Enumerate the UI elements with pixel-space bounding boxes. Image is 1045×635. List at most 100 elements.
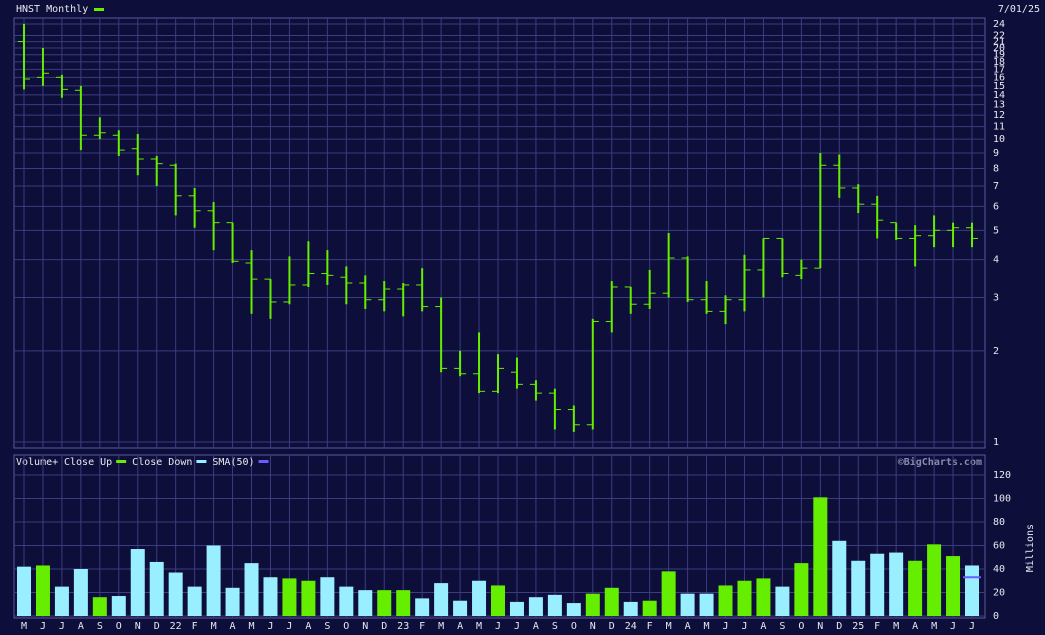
- x-tick-label: A: [78, 621, 84, 632]
- x-tick-label: M: [704, 621, 710, 632]
- x-tick-label: D: [836, 621, 842, 632]
- volume-bar: [130, 549, 145, 616]
- legend-swatch: [196, 460, 207, 463]
- volume-bar: [813, 497, 828, 616]
- x-tick-label: M: [666, 621, 672, 632]
- volume-bar: [396, 590, 411, 616]
- volume-bar: [737, 580, 752, 616]
- volume-bar: [320, 577, 335, 616]
- x-tick-label: N: [817, 621, 823, 632]
- x-tick-label: S: [779, 621, 785, 632]
- x-tick-label: D: [381, 621, 387, 632]
- volume-bar: [623, 601, 638, 616]
- volume-bar: [263, 577, 278, 616]
- volume-bar: [585, 593, 600, 616]
- volume-bar: [832, 540, 847, 616]
- volume-bar: [661, 571, 676, 616]
- price-panel: [13, 17, 986, 449]
- date-label: 7/01/25: [998, 4, 1040, 15]
- volume-bar: [453, 600, 468, 616]
- volume-bar: [642, 600, 657, 616]
- y-tick-label: 9: [993, 148, 999, 159]
- y-tick-label: 100: [993, 494, 1011, 505]
- x-tick-label: J: [40, 621, 46, 632]
- y-tick-label: 13: [993, 100, 1005, 111]
- volume-bar: [680, 593, 695, 616]
- volume-bar: [244, 563, 259, 616]
- volume-bar: [699, 593, 714, 616]
- x-tick-label: A: [305, 621, 311, 632]
- volume-bar: [528, 597, 543, 616]
- y-axis-label: Millions: [1025, 524, 1036, 572]
- chart-title: HNST Monthly: [16, 4, 88, 15]
- y-tick-label: 19: [993, 50, 1005, 61]
- x-tick-label: M: [211, 621, 217, 632]
- y-tick-label: 10: [993, 134, 1005, 145]
- volume-bar: [301, 580, 316, 616]
- x-tick-label: F: [192, 621, 198, 632]
- y-tick-label: 60: [993, 541, 1005, 552]
- volume-bar: [225, 587, 240, 616]
- x-tick-label: J: [723, 621, 729, 632]
- volume-bar: [358, 590, 373, 616]
- y-tick-label: 24: [993, 19, 1005, 30]
- x-tick-label: D: [609, 621, 615, 632]
- x-tick-label: J: [59, 621, 65, 632]
- x-tick-label: A: [685, 621, 691, 632]
- volume-bar: [149, 561, 164, 616]
- volume-bar: [927, 544, 942, 616]
- y-tick-label: 15: [993, 81, 1005, 92]
- volume-bar: [946, 556, 961, 616]
- x-tick-label: N: [362, 621, 368, 632]
- x-tick-label: J: [950, 621, 956, 632]
- volume-bar: [111, 596, 126, 616]
- x-tick-label: F: [419, 621, 425, 632]
- x-tick-label: J: [495, 621, 501, 632]
- volume-bar: [92, 597, 107, 616]
- volume-bar: [509, 601, 524, 616]
- volume-bar: [491, 585, 505, 616]
- volume-bar: [718, 585, 733, 616]
- volume-bar: [965, 565, 979, 616]
- y-tick-label: 11: [993, 122, 1005, 133]
- x-tick-label: S: [324, 621, 330, 632]
- volume-bar: [73, 569, 88, 616]
- x-tick-label: O: [571, 621, 577, 632]
- volume-bar: [415, 598, 430, 616]
- y-tick-label: 20: [993, 588, 1005, 599]
- x-tick-label: 23: [397, 621, 409, 632]
- y-tick-label: 16: [993, 72, 1005, 83]
- y-tick-label: 8: [993, 163, 999, 174]
- x-tick-label: S: [552, 621, 558, 632]
- volume-bar: [870, 553, 885, 616]
- y-tick-label: 12: [993, 110, 1005, 121]
- legend-swatch: [258, 460, 269, 463]
- x-tick-label: A: [760, 621, 766, 632]
- y-tick-label: 1: [993, 437, 999, 448]
- volume-bar: [54, 586, 69, 616]
- y-tick-label: 5: [993, 225, 999, 236]
- x-tick-label: 25: [852, 621, 864, 632]
- x-tick-label: A: [533, 621, 539, 632]
- x-tick-label: J: [969, 621, 975, 632]
- x-tick-label: J: [267, 621, 273, 632]
- volume-bar: [756, 578, 771, 616]
- x-tick-label: 22: [170, 621, 182, 632]
- x-tick-label: M: [438, 621, 444, 632]
- volume-bar: [206, 545, 221, 616]
- volume-bar: [775, 586, 790, 616]
- volume-title: Volume+: [16, 457, 58, 468]
- x-tick-label: M: [931, 621, 937, 632]
- volume-bar: [35, 565, 50, 616]
- y-tick-label: 4: [993, 255, 999, 266]
- x-tick-label: D: [154, 621, 160, 632]
- volume-bar: [434, 583, 449, 616]
- volume-bar: [339, 586, 354, 616]
- x-tick-label: J: [514, 621, 520, 632]
- x-tick-label: J: [286, 621, 292, 632]
- volume-panel: [13, 454, 986, 619]
- volume-bar: [566, 603, 581, 616]
- y-tick-label: 17: [993, 64, 1005, 75]
- legend-label: Close Down: [132, 457, 192, 468]
- x-tick-label: M: [893, 621, 899, 632]
